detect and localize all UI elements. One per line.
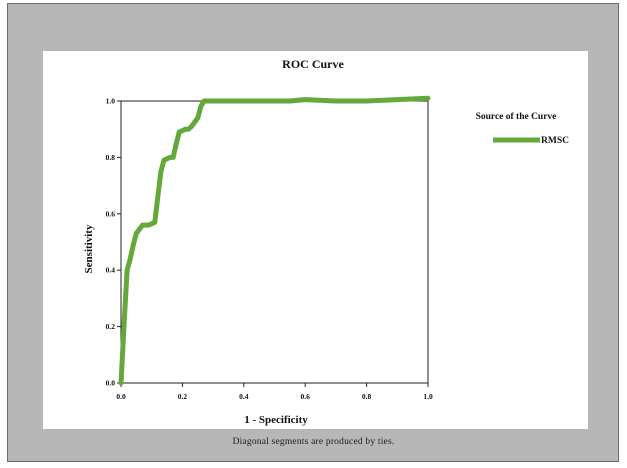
y-tick-label: 0.6 (106, 209, 116, 218)
y-tick-label: 1.0 (106, 97, 116, 106)
y-tick-label: 0.0 (106, 379, 116, 388)
y-tick-label: 0.4 (106, 266, 116, 275)
footnote: Diagonal segments are produced by ties. (232, 437, 395, 447)
y-axis-label: Sensitivity (83, 224, 95, 273)
series-line-rmsc (118, 95, 431, 386)
legend-title: Source of the Curve (476, 112, 557, 122)
x-tick-label: 0.2 (178, 392, 188, 401)
x-tick-label: 0.8 (362, 392, 372, 401)
y-tick-label: 0.8 (106, 153, 116, 162)
x-tick-label: 0.6 (301, 392, 311, 401)
legend-series-label: RMSC (541, 136, 569, 146)
x-tick-label: 0.0 (116, 392, 126, 401)
x-tick-label: 1.0 (423, 392, 433, 401)
x-axis-label: 1 - Specificity (244, 414, 308, 426)
chart-title: ROC Curve (282, 57, 344, 71)
y-tick-label: 0.2 (106, 322, 116, 331)
x-tick-label: 0.4 (239, 392, 249, 401)
